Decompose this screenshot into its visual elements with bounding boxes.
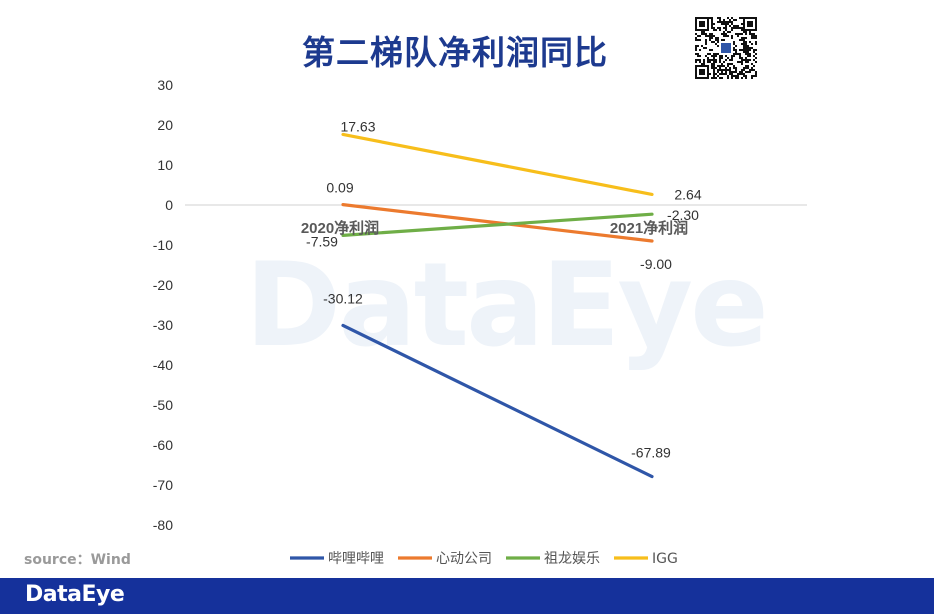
- y-tick-label: -40: [153, 357, 173, 373]
- y-tick-label: -70: [153, 477, 173, 493]
- y-tick-label: -20: [153, 277, 173, 293]
- data-label: 2.64: [674, 186, 701, 202]
- legend-label: 祖龙娱乐: [544, 551, 600, 567]
- series-line-2: [341, 203, 654, 243]
- y-tick-label: 30: [157, 77, 173, 93]
- data-label: 17.63: [340, 118, 375, 134]
- y-tick-label: 20: [157, 117, 173, 133]
- y-tick-label: -80: [153, 517, 173, 533]
- watermark-logo: DataEye: [245, 238, 769, 373]
- y-tick-label: -30: [153, 317, 173, 333]
- data-label: -9.00: [640, 256, 672, 272]
- source-note: source：Wind: [24, 552, 131, 568]
- y-tick-label: 0: [165, 197, 173, 213]
- series-line-4: [341, 132, 654, 197]
- data-label: -2.30: [667, 207, 699, 223]
- qr-code-icon: [695, 17, 757, 79]
- data-label: 0.09: [326, 180, 353, 196]
- legend-label: 心动公司: [436, 551, 492, 567]
- data-label: -67.89: [631, 445, 671, 461]
- footer-logo: DataEye: [25, 582, 125, 607]
- data-label: -30.12: [323, 290, 363, 306]
- x-category-label: 2021净利润: [610, 219, 688, 237]
- legend-label: IGG: [652, 551, 678, 567]
- line-chart: 30 20 10 0 -10 -20 -30 -40 -50 -60 -70 -80 2020净利润 20…: [153, 77, 807, 567]
- y-tick-label: -50: [153, 397, 173, 413]
- series-line-3: [341, 212, 654, 237]
- y-tick-label: -60: [153, 437, 173, 453]
- y-tick-label: 10: [157, 157, 173, 173]
- qr-center-logo: [721, 43, 731, 53]
- y-tick-label: -10: [153, 237, 173, 253]
- data-label: -7.59: [306, 233, 338, 249]
- chart-title: 第二梯队净利润同比: [302, 33, 608, 72]
- x-category-label: 2020净利润: [301, 219, 379, 237]
- footer-bar: DataEye: [0, 578, 934, 614]
- legend-label: 哔哩哔哩: [328, 551, 384, 567]
- series-line-1: [341, 323, 654, 479]
